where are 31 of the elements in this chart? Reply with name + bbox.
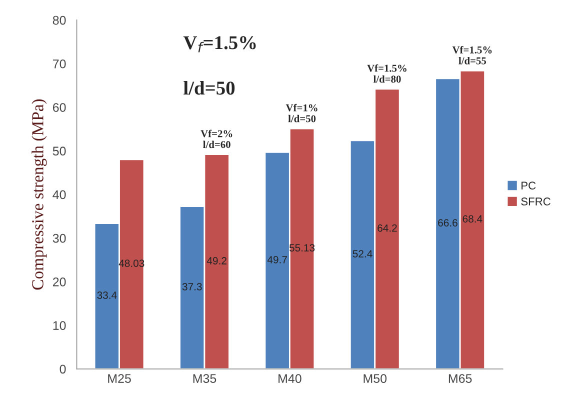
y-tick-label: 50 [52, 146, 66, 156]
legend-label: SFRC [521, 198, 550, 206]
y-tick-label: 20 [52, 278, 66, 286]
x-tick-label: M35 [193, 374, 216, 383]
data-label: 66.6 [438, 219, 458, 226]
data-label: 52.4 [352, 250, 372, 258]
y-tick-label: 40 [52, 190, 66, 200]
annotation: Vf=1.5% l/d=55 [452, 46, 492, 64]
data-label: 49.2 [206, 257, 226, 264]
annotation: Vf=1.5% l/d=80 [367, 64, 406, 83]
data-label: 49.7 [267, 256, 287, 264]
x-tick-label: M25 [108, 374, 131, 383]
y-tick-label: 60 [52, 103, 66, 112]
annotation: l/d=50 [184, 81, 235, 95]
data-label: 33.4 [97, 292, 117, 299]
y-tick-label: 0 [60, 364, 66, 374]
annotation: Vf=2% l/d=60 [200, 130, 232, 148]
annotation: V$_{f}$=1.5% [183, 36, 256, 52]
x-tick-label: M50 [364, 374, 387, 383]
x-tick-label: M40 [278, 374, 302, 383]
y-tick-label: 30 [52, 234, 66, 243]
legend-label: PC [522, 182, 536, 190]
x-tick-label: M65 [448, 374, 472, 383]
annotation: Vf=1% l/d=50 [286, 104, 318, 122]
y-tick-label: 70 [53, 59, 66, 68]
y-tick-label: 80 [52, 16, 66, 25]
y-axis-title: Compressive strength (MPa) [32, 99, 47, 290]
data-label: 64.2 [378, 224, 397, 232]
data-label: 37.3 [182, 283, 202, 290]
y-tick-label: 10 [53, 321, 66, 330]
data-label: 68.4 [462, 215, 482, 223]
